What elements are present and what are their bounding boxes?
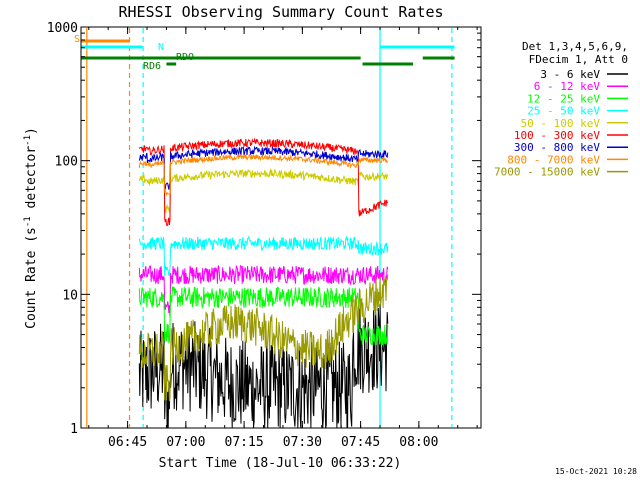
flag-bars: S N RDO RD6 <box>74 34 455 72</box>
y-axis-label-end: ) <box>24 127 39 135</box>
legend-label: 12 - 25 keV <box>527 92 600 105</box>
x-tick-label: 07:15 <box>225 435 264 450</box>
plot-frame <box>80 26 482 429</box>
y-axis-label: Count Rate (s-1 detector-1) <box>23 127 39 329</box>
legend-label: 800 - 7000 keV <box>507 153 600 166</box>
series-line <box>138 153 388 196</box>
flag-vertical-lines <box>86 28 453 427</box>
series-line <box>138 145 389 191</box>
series-line <box>138 274 389 402</box>
generated-timestamp: 15-Oct-2021 10:28 <box>555 467 637 476</box>
series-line <box>138 286 389 346</box>
legend-label: 6 - 12 keV <box>534 80 601 93</box>
legend-label: 7000 - 15000 keV <box>494 166 600 179</box>
legend-label: 300 - 800 keV <box>514 141 600 154</box>
series-line <box>138 167 389 213</box>
x-axis-label: Start Time (18-Jul-10 06:33:22) <box>159 456 402 471</box>
series-line <box>138 304 389 429</box>
x-axis: 06:45 07:00 07:15 07:30 07:45 08:00 <box>88 27 478 450</box>
x-tick-label: 06:45 <box>108 435 147 450</box>
legend-header-line-2: FDecim 1, Att 0 <box>529 53 628 66</box>
y-tick-label: 10 <box>62 288 78 303</box>
series-lines <box>138 137 389 429</box>
legend-label: 3 - 6 keV <box>540 68 600 81</box>
y-tick-label: 1000 <box>47 21 78 36</box>
x-tick-label: 07:45 <box>341 435 380 450</box>
flag-label-n: N <box>158 42 164 53</box>
flag-label-rdo: RDO <box>176 52 194 63</box>
flag-label-rd6: RD6 <box>143 61 161 72</box>
series-line <box>138 235 389 277</box>
x-tick-label: 07:30 <box>283 435 322 450</box>
legend-label: 50 - 100 keV <box>521 117 601 130</box>
y-axis-label-sup2: -1 <box>23 135 33 146</box>
flag-label-s: S <box>74 34 80 45</box>
y-tick-label: 100 <box>55 155 78 170</box>
y-axis: 1 10 100 1000 <box>47 21 481 437</box>
series-line <box>138 137 389 227</box>
chart-title: RHESSI Observing Summary Count Rates <box>118 3 443 21</box>
y-tick-label: 1 <box>70 422 78 437</box>
legend-label: 25 - 50 keV <box>527 105 600 118</box>
legend: Det 1,3,4,5,6,9, FDecim 1, Att 0 3 - 6 k… <box>494 40 628 179</box>
y-axis-label-sup1: -1 <box>23 216 33 227</box>
legend-header-line-1: Det 1,3,4,5,6,9, <box>522 40 628 53</box>
y-axis-label-mid: detector <box>24 146 39 217</box>
x-tick-label: 08:00 <box>399 435 438 450</box>
legend-label: 100 - 300 keV <box>514 129 600 142</box>
series-line <box>138 264 389 318</box>
x-tick-label: 07:00 <box>166 435 205 450</box>
y-axis-label-main: Count Rate (s <box>24 227 39 329</box>
